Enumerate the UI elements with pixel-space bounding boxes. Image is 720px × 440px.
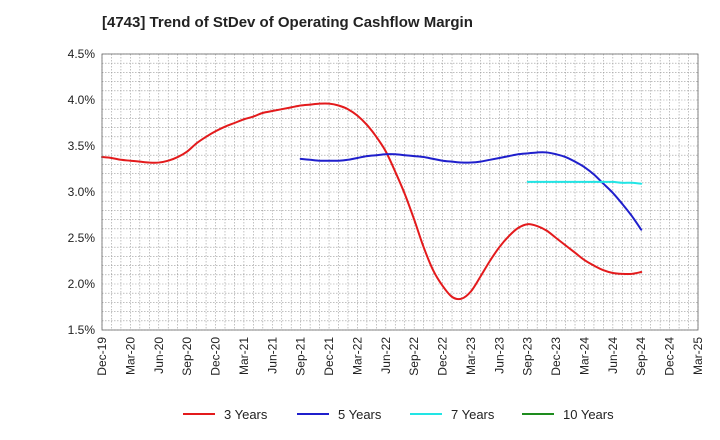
legend: 3 Years 5 Years 7 Years 10 Years — [183, 407, 614, 422]
y-tick-label: 3.5% — [68, 139, 96, 153]
x-tick-group: Mar-23 — [464, 337, 478, 375]
x-tick-group: Jun-21 — [265, 337, 279, 374]
plot-border — [101, 53, 699, 331]
x-tick-label: Dec-21 — [322, 337, 336, 376]
x-tick-label: Sep-21 — [294, 337, 308, 376]
legend-label: 10 Years — [563, 407, 614, 422]
series-layer — [101, 102, 643, 301]
x-tick-label: Mar-22 — [350, 337, 364, 375]
x-tick-group: Jun-23 — [492, 337, 506, 374]
x-tick-group: Dec-23 — [549, 337, 563, 376]
x-tick-label: Mar-24 — [577, 337, 591, 375]
x-tick-group: Mar-20 — [123, 337, 137, 375]
x-tick-label: Dec-23 — [549, 337, 563, 376]
series-line-5-years — [299, 151, 643, 231]
y-tick-label: 2.0% — [68, 277, 96, 291]
x-tick-group: Mar-24 — [577, 337, 591, 375]
x-tick-label: Mar-21 — [237, 337, 251, 375]
x-tick-label: Sep-24 — [634, 337, 648, 376]
series-line-7-years — [526, 180, 643, 185]
x-tick-group: Dec-24 — [663, 337, 677, 376]
x-tick-group: Dec-19 — [95, 337, 109, 376]
chart-title: [4743] Trend of StDev of Operating Cashf… — [102, 14, 473, 31]
x-tick-label: Jun-22 — [379, 337, 393, 374]
x-tick-group: Mar-22 — [350, 337, 364, 375]
y-tick-label: 2.5% — [68, 231, 96, 245]
x-tick-group: Sep-24 — [634, 337, 648, 376]
x-tick-label: Jun-24 — [606, 337, 620, 374]
x-tick-label: Jun-21 — [265, 337, 279, 374]
y-tick-label: 4.5% — [68, 47, 96, 61]
x-tick-group: Sep-22 — [407, 337, 421, 376]
y-tick-label: 4.0% — [68, 93, 96, 107]
x-tick-group: Jun-24 — [606, 337, 620, 374]
legend-item-7-years: 7 Years — [410, 407, 495, 422]
y-axis-ticks: 1.5% 2.0% 2.5% 3.0% 3.5% 4.0% 4.5% — [68, 47, 96, 337]
x-tick-group: Sep-21 — [294, 337, 308, 376]
x-tick-label: Jun-20 — [152, 337, 166, 374]
x-tick-label: Sep-20 — [180, 337, 194, 376]
x-tick-label: Jun-23 — [492, 337, 506, 374]
legend-label: 5 Years — [338, 407, 382, 422]
x-tick-group: Dec-22 — [436, 337, 450, 376]
x-tick-label: Dec-20 — [209, 337, 223, 376]
x-tick-label: Mar-25 — [691, 337, 705, 375]
series-line-3-years — [101, 102, 643, 301]
y-tick-label: 3.0% — [68, 185, 96, 199]
x-axis-ticks: Dec-19 Mar-20 Jun-20 Sep-20 Dec-20 Mar-21 Jun-… — [95, 337, 705, 376]
x-tick-group: Jun-20 — [152, 337, 166, 374]
x-tick-group: Jun-22 — [379, 337, 393, 374]
legend-item-10-years: 10 Years — [522, 407, 614, 422]
x-tick-group: Sep-23 — [521, 337, 535, 376]
x-tick-label: Sep-23 — [521, 337, 535, 376]
x-tick-group: Mar-25 — [691, 337, 705, 375]
x-tick-label: Dec-24 — [663, 337, 677, 376]
x-tick-group: Mar-21 — [237, 337, 251, 375]
x-tick-label: Mar-20 — [123, 337, 137, 375]
legend-item-3-years: 3 Years — [183, 407, 268, 422]
legend-label: 7 Years — [451, 407, 495, 422]
x-tick-group: Sep-20 — [180, 337, 194, 376]
y-tick-label: 1.5% — [68, 323, 96, 337]
legend-item-5-years: 5 Years — [297, 407, 382, 422]
x-tick-label: Mar-23 — [464, 337, 478, 375]
x-tick-label: Dec-22 — [436, 337, 450, 376]
x-tick-label: Sep-22 — [407, 337, 421, 376]
legend-label: 3 Years — [224, 407, 268, 422]
x-tick-group: Dec-21 — [322, 337, 336, 376]
x-tick-group: Dec-20 — [209, 337, 223, 376]
x-tick-label: Dec-19 — [95, 337, 109, 376]
